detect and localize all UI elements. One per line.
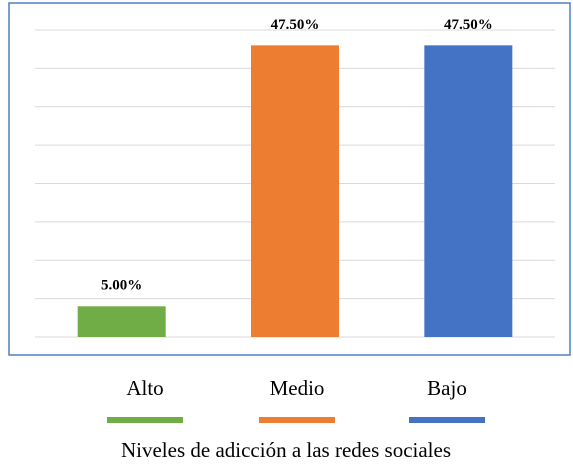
chart-title: Niveles de adicción a las redes sociales <box>121 438 451 462</box>
value-label: 5.00% <box>101 278 142 294</box>
legend-swatch <box>259 417 335 423</box>
bar <box>77 306 166 337</box>
value-label: 47.50% <box>271 17 320 33</box>
legend-swatch <box>107 417 183 423</box>
legend-label: Alto <box>126 376 163 400</box>
plot-frame <box>8 2 571 356</box>
legend-label: Bajo <box>427 376 467 400</box>
value-label: 47.50% <box>444 17 493 33</box>
bar <box>424 45 513 337</box>
legend-swatch <box>409 417 485 423</box>
bar <box>251 45 339 337</box>
legend-label: Medio <box>270 376 325 400</box>
